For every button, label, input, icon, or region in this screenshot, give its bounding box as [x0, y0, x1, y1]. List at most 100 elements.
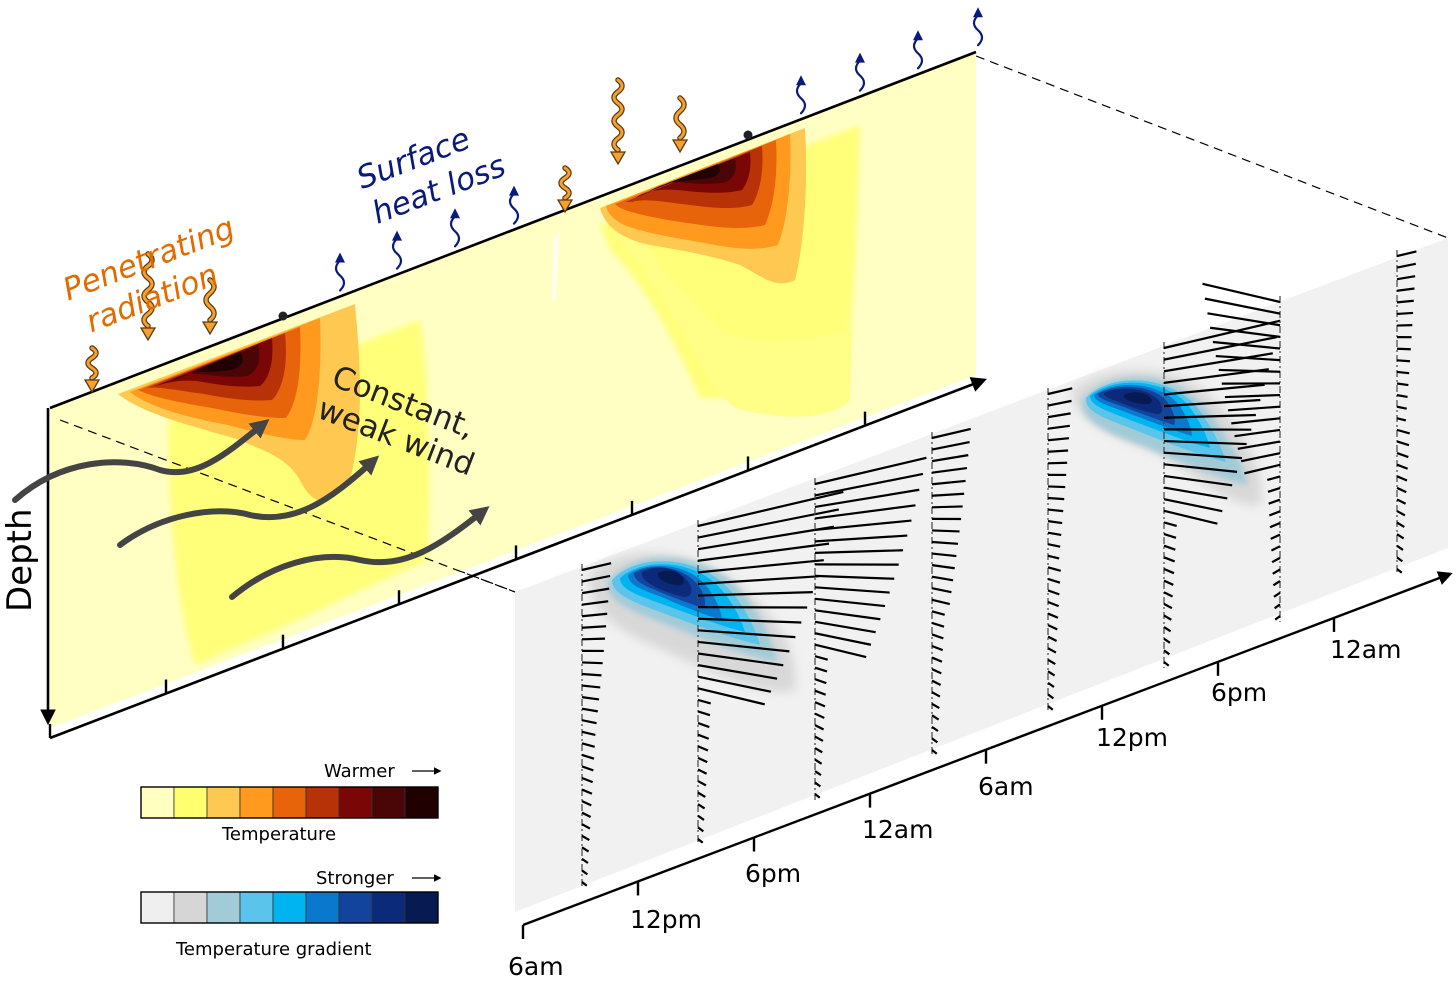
heat-loss-arrowhead: [509, 185, 519, 196]
time-axis-labels: 6am 12pm 6pm 12am 6am 12pm 6pm 12am: [508, 635, 1401, 981]
shear-vector: [1047, 543, 1061, 548]
shear-vector: [581, 661, 603, 665]
gradient-colorbar-swatch: [206, 891, 241, 924]
shear-vector: [814, 678, 827, 685]
shear-vector: [1047, 612, 1059, 619]
shear-vector: [1212, 340, 1281, 350]
shear-vector: [931, 529, 960, 533]
shear-vector: [1269, 521, 1281, 529]
time-label-1: 6am: [508, 952, 564, 981]
shear-vector: [1396, 498, 1407, 505]
time-axis-line: [522, 571, 1453, 927]
shear-vector: [931, 737, 939, 744]
shear-vector: [1396, 440, 1410, 447]
shear-vector: [1047, 624, 1058, 631]
radiation-arrowhead: [83, 379, 101, 394]
shear-vector: [1396, 521, 1405, 528]
gradient-colorbar-swatch: [371, 891, 406, 924]
shear-vector: [1163, 439, 1247, 446]
shear-vector: [1047, 658, 1056, 666]
shear-vector: [1163, 498, 1223, 513]
shear-vector: [1396, 311, 1414, 316]
shear-vector: [814, 456, 927, 486]
shear-vector: [581, 707, 599, 713]
shear-vector: [1047, 647, 1057, 654]
heat-loss-squiggle: [972, 14, 984, 47]
shear-vector: [581, 742, 595, 748]
shear-vector: [1271, 556, 1281, 564]
shear-vector: [814, 793, 821, 799]
shear-vector: [1240, 452, 1281, 463]
wind-arrow-2: [117, 455, 380, 548]
shear-vector: [814, 747, 823, 754]
temperature-legend-title: Temperature: [221, 824, 336, 845]
shear-vector: [581, 672, 602, 677]
radiation-arrowhead: [201, 321, 219, 336]
radiation-squiggle: [142, 252, 154, 328]
shear-vector: [697, 780, 707, 787]
shear-vector: [1163, 626, 1172, 633]
gradient-colorbar-swatch: [239, 891, 274, 924]
shear-vector: [1163, 544, 1176, 551]
shear-vector: [1218, 368, 1281, 373]
gradient-legend-title: Temperature gradient: [175, 939, 372, 960]
shear-vector: [581, 834, 590, 842]
gradient-legend-arrow-label: Stronger: [316, 868, 394, 889]
shear-vector: [814, 519, 912, 532]
shear-vector: [581, 776, 594, 784]
radiation-squiggle: [204, 278, 216, 322]
shear-vector: [1396, 405, 1407, 410]
gradient-colorbar-swatch: [305, 891, 340, 924]
shear-vector: [697, 664, 778, 680]
shear-vector: [1396, 262, 1416, 269]
shear-vector: [1047, 412, 1071, 419]
shear-vector: [1163, 521, 1177, 528]
temperature-colorbar-swatch: [404, 786, 439, 819]
temperature-max-marker-day1: [278, 311, 288, 321]
shear-vector: [1268, 510, 1281, 517]
heat-loss-arrowhead: [973, 7, 983, 18]
shear-vector: [1396, 533, 1405, 540]
shear-vector: [697, 814, 705, 821]
shear-vector: [931, 644, 944, 652]
shear-vector: [697, 733, 710, 740]
shear-vector: [814, 609, 881, 621]
temperature-legend-arrow-label: Warmer: [324, 761, 395, 782]
shear-vector: [1047, 635, 1058, 642]
heat-loss-arrowhead: [335, 252, 345, 263]
shear-vector: [1047, 399, 1072, 407]
time-label-8: 12am: [1330, 635, 1401, 664]
dashed-reference-line: [59, 419, 516, 593]
shear-vector: [1396, 394, 1408, 399]
shear-vector: [697, 687, 765, 706]
shear-vector: [1047, 496, 1065, 501]
shear-vector: [697, 591, 813, 597]
gradient-colorbar-swatch: [338, 891, 373, 924]
time-axis-ticks: [521, 617, 1336, 939]
shear-vector: [1047, 693, 1055, 700]
shear-vector: [931, 633, 944, 640]
shear-vector: [697, 542, 830, 562]
shear-vector: [1396, 250, 1417, 258]
shear-vector: [1227, 405, 1281, 412]
shear-vector: [697, 617, 802, 624]
shear-vector: [697, 745, 709, 752]
shear-vector: [581, 765, 594, 772]
shear-vector: [1047, 589, 1060, 596]
shear-vector: [931, 691, 941, 698]
shear-vector: [814, 770, 822, 777]
shear-vector: [1163, 463, 1238, 473]
depth-axis-label: Depth: [0, 508, 40, 612]
shear-vector: [1273, 591, 1281, 598]
shear-vector: [1163, 509, 1218, 525]
temperature-colorbar-swatch: [140, 786, 175, 819]
heat-loss-arrowhead: [913, 30, 923, 41]
shear-vector: [814, 620, 876, 634]
shear-vector: [1163, 602, 1173, 610]
heat-loss-squiggle: [795, 82, 807, 115]
heat-loss-squiggle: [449, 215, 461, 248]
shear-vector: [1396, 544, 1404, 551]
shear-vector: [1270, 545, 1281, 552]
time-label-5: 6am: [978, 772, 1034, 801]
shear-vector: [1396, 287, 1415, 292]
